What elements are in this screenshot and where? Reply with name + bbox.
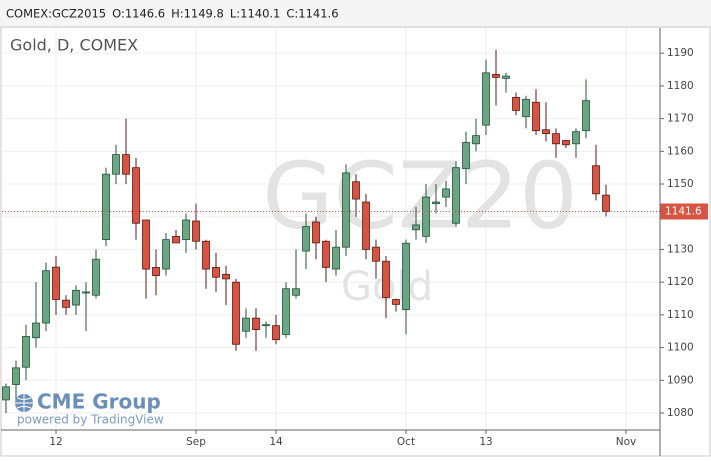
candle-body bbox=[202, 240, 210, 270]
candle-body bbox=[592, 165, 600, 195]
candle-body bbox=[312, 221, 320, 244]
x-tick-label: Oct bbox=[397, 436, 415, 448]
candle-body bbox=[142, 219, 150, 270]
candle-body bbox=[162, 239, 170, 270]
candle-body bbox=[102, 173, 110, 241]
candle-body bbox=[432, 201, 440, 205]
candle-body bbox=[572, 131, 580, 145]
candle-body bbox=[512, 96, 520, 111]
candle-body bbox=[212, 267, 220, 278]
candle-body bbox=[182, 219, 190, 241]
candle-body bbox=[552, 133, 560, 145]
logo-globe-lines bbox=[15, 394, 33, 412]
candle-body bbox=[372, 246, 380, 262]
y-tick-label: 1170 bbox=[667, 113, 694, 125]
candle-body bbox=[72, 289, 80, 306]
last-price-box bbox=[660, 203, 708, 220]
y-tick-label: 1090 bbox=[667, 374, 694, 386]
candle-body bbox=[132, 167, 140, 224]
candle-body bbox=[42, 270, 50, 324]
y-tick-label: 1080 bbox=[667, 407, 694, 419]
logo: CME Group powered by TradingView bbox=[15, 390, 164, 427]
candle-body bbox=[262, 324, 270, 327]
header: COMEX:GCZ2015 O:1146.6 H:1149.8 L:1140.1 C:1… bbox=[6, 7, 339, 21]
candle-body bbox=[22, 336, 30, 368]
candle-body bbox=[172, 235, 180, 244]
candle-body bbox=[382, 260, 390, 298]
candle-body bbox=[242, 317, 250, 332]
header-field: H:1149.8 bbox=[171, 7, 224, 21]
candle-body bbox=[12, 367, 20, 385]
plot: 1141.6 bbox=[2, 49, 708, 413]
logo-text: CME Group bbox=[37, 390, 161, 414]
candle-body bbox=[362, 201, 370, 250]
candle-body bbox=[412, 224, 420, 231]
candle-body bbox=[332, 246, 340, 270]
y-tick-label: 1120 bbox=[667, 276, 694, 288]
x-tick-label: 13 bbox=[479, 436, 492, 448]
candle-body bbox=[562, 140, 570, 146]
y-tick-label: 1110 bbox=[667, 309, 694, 321]
y-tick-label: 1100 bbox=[667, 342, 694, 354]
candle-body bbox=[292, 288, 300, 296]
candle-body bbox=[342, 172, 350, 248]
x-tick-label: Nov bbox=[616, 436, 637, 448]
candle-body bbox=[522, 98, 530, 118]
candle-body bbox=[222, 273, 230, 280]
candle-body bbox=[492, 74, 500, 78]
y-tick-label: 1160 bbox=[667, 145, 694, 157]
candle-body bbox=[402, 242, 410, 311]
last-price-label: 1141.6 bbox=[665, 206, 702, 218]
candle-body bbox=[252, 317, 260, 330]
y-tick-label: 1130 bbox=[667, 243, 694, 255]
candle-body bbox=[92, 258, 100, 296]
y-tick-label: 1150 bbox=[667, 178, 694, 190]
candle-body bbox=[2, 386, 10, 401]
x-tick-label: 14 bbox=[269, 436, 283, 448]
candle-body bbox=[482, 72, 490, 126]
candle-body bbox=[462, 142, 470, 170]
candle-body bbox=[302, 226, 310, 252]
frame bbox=[0, 26, 711, 457]
candle-body bbox=[442, 188, 450, 198]
y-tick-label: 1190 bbox=[667, 47, 694, 59]
header-field: COMEX:GCZ2015 bbox=[6, 7, 106, 21]
candle-body bbox=[502, 75, 510, 79]
candle-body bbox=[112, 154, 120, 175]
powered-by: powered by TradingView bbox=[17, 413, 164, 427]
chart-title: Gold, D, COMEX bbox=[10, 36, 138, 55]
candle-body bbox=[62, 299, 70, 308]
x-tick-label: 12 bbox=[49, 436, 62, 448]
candle-body bbox=[272, 325, 280, 341]
candle-body bbox=[542, 129, 550, 135]
header-bar bbox=[0, 0, 711, 27]
candle-body bbox=[322, 240, 330, 268]
header-field: L:1140.1 bbox=[230, 7, 281, 21]
candle-body bbox=[232, 281, 240, 345]
y-tick-label: 1180 bbox=[667, 80, 694, 92]
x-tick-label: Sep bbox=[186, 436, 206, 448]
candle-body bbox=[192, 220, 200, 242]
candle-body bbox=[532, 101, 540, 132]
candle-body bbox=[52, 266, 60, 300]
candle-body bbox=[452, 167, 460, 224]
candle-body bbox=[472, 135, 480, 145]
candle-body bbox=[582, 100, 590, 132]
candle-body bbox=[82, 291, 90, 294]
candle-body bbox=[122, 154, 130, 175]
candle-body bbox=[282, 288, 290, 335]
candle-body bbox=[602, 194, 610, 212]
candle-body bbox=[352, 181, 360, 200]
candle-body bbox=[32, 322, 40, 339]
candle-body bbox=[422, 196, 430, 237]
candle-body bbox=[152, 267, 160, 277]
header-field: O:1146.6 bbox=[112, 7, 165, 21]
candle-body bbox=[392, 299, 400, 305]
header-field: C:1141.6 bbox=[286, 7, 338, 21]
